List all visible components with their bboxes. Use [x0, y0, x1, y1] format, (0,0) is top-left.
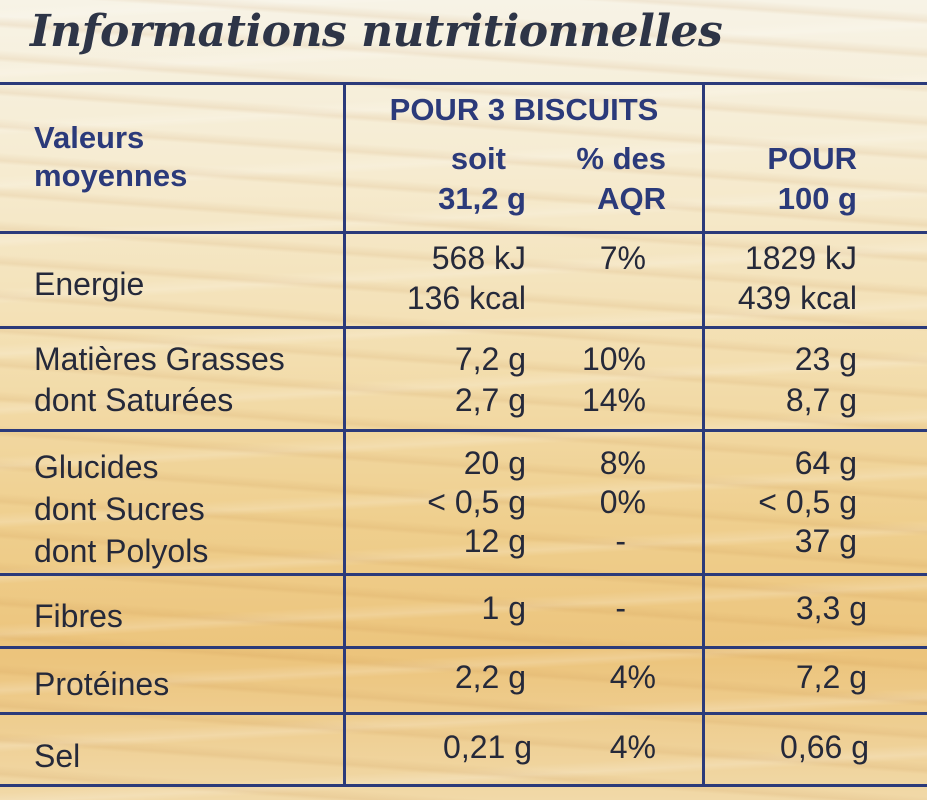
- portion-value: 136 kcal: [406, 280, 526, 316]
- page-title: Informations nutritionnelles: [30, 6, 723, 57]
- aqr-value: 0%: [599, 484, 646, 520]
- portion-value: 20 g: [463, 445, 526, 481]
- row-label: Fibres: [34, 598, 123, 634]
- table-top-border: [0, 82, 927, 85]
- per100-value: 64 g: [794, 445, 857, 481]
- portion-value: 7,2 g: [454, 341, 526, 377]
- header-valeurs: Valeurs: [34, 120, 145, 155]
- per100-value: 0,66 g: [780, 729, 869, 765]
- row-label: dont Sucres: [34, 491, 205, 527]
- per100-value: 3,3 g: [795, 590, 867, 626]
- header-divider: [0, 231, 927, 234]
- per100-value: 23 g: [794, 341, 857, 377]
- portion-value: 1 g: [481, 590, 526, 626]
- portion-value: 12 g: [463, 523, 526, 559]
- row-label: Sel: [34, 738, 81, 774]
- row-label: Protéines: [34, 666, 170, 702]
- aqr-value: 8%: [599, 445, 646, 481]
- row-label: Matières Grasses: [34, 341, 285, 377]
- header-aqr: AQR: [597, 181, 666, 216]
- row-label: dont Saturées: [34, 382, 234, 418]
- row-divider: [0, 646, 927, 649]
- header-portion-group: POUR 3 BISCUITS: [389, 92, 659, 127]
- row-divider: [0, 429, 927, 432]
- row-label: dont Polyols: [34, 533, 209, 569]
- header-portion-weight: 31,2 g: [438, 181, 526, 216]
- aqr-value: 4%: [609, 729, 656, 765]
- portion-value: < 0,5 g: [427, 484, 526, 520]
- aqr-value: 4%: [609, 659, 656, 695]
- portion-value: 568 kJ: [431, 240, 526, 276]
- column-divider: [702, 82, 705, 787]
- per100-value: 7,2 g: [795, 659, 867, 695]
- row-label: Glucides: [34, 449, 159, 485]
- portion-value: 2,2 g: [454, 659, 526, 695]
- header-pour: POUR: [767, 141, 857, 176]
- header-100g: 100 g: [777, 181, 857, 216]
- header-moyennes: moyennes: [34, 158, 188, 193]
- row-divider: [0, 326, 927, 329]
- portion-value: 0,21 g: [443, 729, 532, 765]
- per100-value: < 0,5 g: [758, 484, 857, 520]
- header-soit: soit: [450, 141, 506, 176]
- per100-value: 37 g: [794, 523, 857, 559]
- per100-value: 1829 kJ: [744, 240, 857, 276]
- aqr-value: 7%: [599, 240, 646, 276]
- per100-value: 439 kcal: [737, 280, 857, 316]
- row-divider: [0, 573, 927, 576]
- header-aqr-label: % des: [576, 141, 666, 176]
- column-divider: [343, 82, 346, 787]
- row-divider: [0, 712, 927, 715]
- row-label: Energie: [34, 266, 145, 302]
- portion-value: 2,7 g: [454, 382, 526, 418]
- aqr-value: -: [615, 523, 626, 559]
- table-bottom-border: [0, 784, 927, 787]
- per100-value: 8,7 g: [785, 382, 857, 418]
- aqr-value: 10%: [581, 341, 646, 377]
- aqr-value: 14%: [581, 382, 646, 418]
- aqr-value: -: [615, 590, 626, 626]
